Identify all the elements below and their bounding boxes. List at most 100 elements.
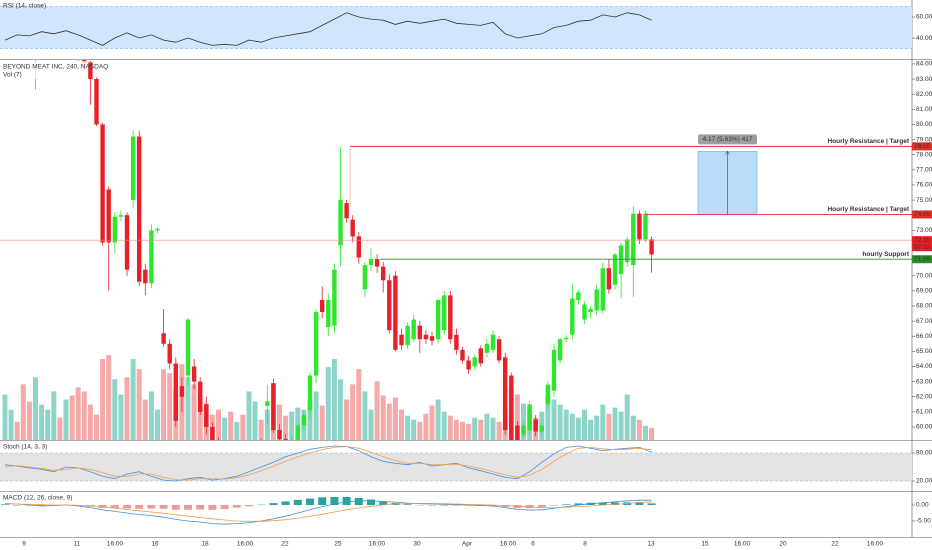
volume-bar: [69, 395, 75, 440]
volume-bar: [600, 404, 606, 440]
candle-body: [564, 337, 569, 340]
y-tick-label: 69.00: [916, 288, 932, 295]
level-label: Hourly Resistance | Target: [827, 206, 909, 213]
volume-bar: [124, 377, 130, 440]
candle-body: [631, 213, 636, 266]
indicator-line: [4, 446, 652, 481]
histogram-bar: [1, 504, 9, 505]
candle-body: [204, 404, 209, 427]
x-tick-label: 16: [151, 541, 159, 548]
candle-body: [405, 325, 410, 346]
histogram-bar: [269, 503, 278, 505]
volume-bar: [161, 369, 167, 440]
volume-bar: [283, 415, 289, 440]
band: [0, 452, 912, 481]
price-tag: [912, 142, 932, 151]
volume-bar: [356, 369, 362, 440]
x-tick-label: 16:00: [369, 541, 386, 548]
candle-body: [271, 383, 276, 431]
histogram-bar: [184, 504, 192, 510]
histogram-bar: [379, 501, 388, 505]
candle-body: [448, 295, 453, 340]
candle-body: [533, 419, 538, 432]
candle-body: [490, 334, 496, 350]
x-tick-label: 30: [413, 541, 421, 548]
candle-body: [210, 426, 215, 440]
volume-bar: [167, 373, 173, 440]
volume-bar: [643, 425, 648, 440]
volume-bar: [87, 404, 93, 440]
candle-body: [582, 304, 587, 320]
histogram-bar: [135, 504, 144, 509]
volume-bar: [75, 387, 81, 440]
volume-bar: [557, 404, 563, 440]
candle-body: [643, 213, 648, 240]
y-tick-label: 70.00: [916, 272, 932, 279]
candle-body: [277, 430, 282, 440]
x-tick-label: 8: [583, 541, 587, 548]
candle-body: [356, 236, 361, 258]
volume-bar: [435, 399, 441, 440]
candle-body: [460, 349, 465, 361]
candle-body: [588, 308, 593, 313]
volume-bar: [222, 417, 228, 440]
candle-body: [539, 425, 544, 432]
x-tick-label: 25: [334, 541, 342, 548]
candle-body: [344, 203, 349, 219]
volume-bar: [2, 394, 8, 440]
y-tick-label: 64.00: [916, 363, 932, 370]
histogram-bar: [98, 504, 107, 508]
histogram-bar: [306, 498, 314, 505]
volume-bar: [39, 404, 45, 440]
y-tick-label: 63.00: [916, 378, 932, 385]
candle-body: [155, 228, 160, 231]
volume-bar: [551, 399, 557, 440]
x-tick-label: 16:00: [237, 541, 254, 548]
pane-title: MACD (12, 26, close, 9): [3, 495, 72, 502]
histogram-bar: [367, 499, 375, 505]
histogram-bar: [403, 504, 412, 505]
candle-body: [191, 366, 197, 382]
measure-label-bg: [698, 134, 757, 145]
indicator-line: [4, 12, 652, 46]
volume-bar: [399, 409, 404, 440]
volume-bar: [258, 419, 264, 440]
histogram-bar: [647, 503, 656, 505]
histogram-bar: [220, 504, 229, 510]
x-tick-label: 18: [201, 541, 209, 548]
volume-bar: [344, 399, 350, 440]
volume-bar: [411, 419, 417, 440]
y-tick-label: 80.00: [916, 450, 932, 457]
x-tick-label: 9: [22, 541, 26, 548]
level-label: hourly Support: [862, 251, 909, 258]
candle-body: [496, 339, 502, 361]
candle-body: [594, 289, 599, 311]
volume-bar: [142, 399, 148, 440]
candle-body: [515, 425, 520, 440]
price-tag: [912, 255, 932, 264]
candle-body: [198, 381, 203, 412]
y-tick-label: 82.00: [916, 91, 932, 98]
volume-bar: [338, 379, 343, 440]
volume-bar: [630, 415, 636, 440]
volume-bar: [130, 359, 136, 440]
histogram-bar: [574, 503, 583, 505]
y-tick-label: -5.00: [916, 518, 931, 525]
volume-bar: [588, 419, 594, 440]
volume-bar: [649, 427, 655, 440]
x-tick-label: 16:00: [867, 541, 884, 548]
volume-bar: [185, 377, 191, 440]
volume-bar: [246, 391, 252, 440]
y-tick-label: 65.00: [916, 348, 932, 355]
volume-bar: [63, 399, 69, 440]
countdown-label: 07:33: [914, 244, 931, 251]
histogram-bar: [598, 502, 607, 505]
candle-body: [503, 357, 508, 431]
volume-bar: [447, 415, 453, 440]
indicator-line: [4, 499, 652, 525]
histogram-bar: [110, 504, 119, 509]
volume-bar: [386, 403, 392, 440]
volume-bar: [81, 391, 87, 440]
candle-body: [118, 215, 124, 217]
